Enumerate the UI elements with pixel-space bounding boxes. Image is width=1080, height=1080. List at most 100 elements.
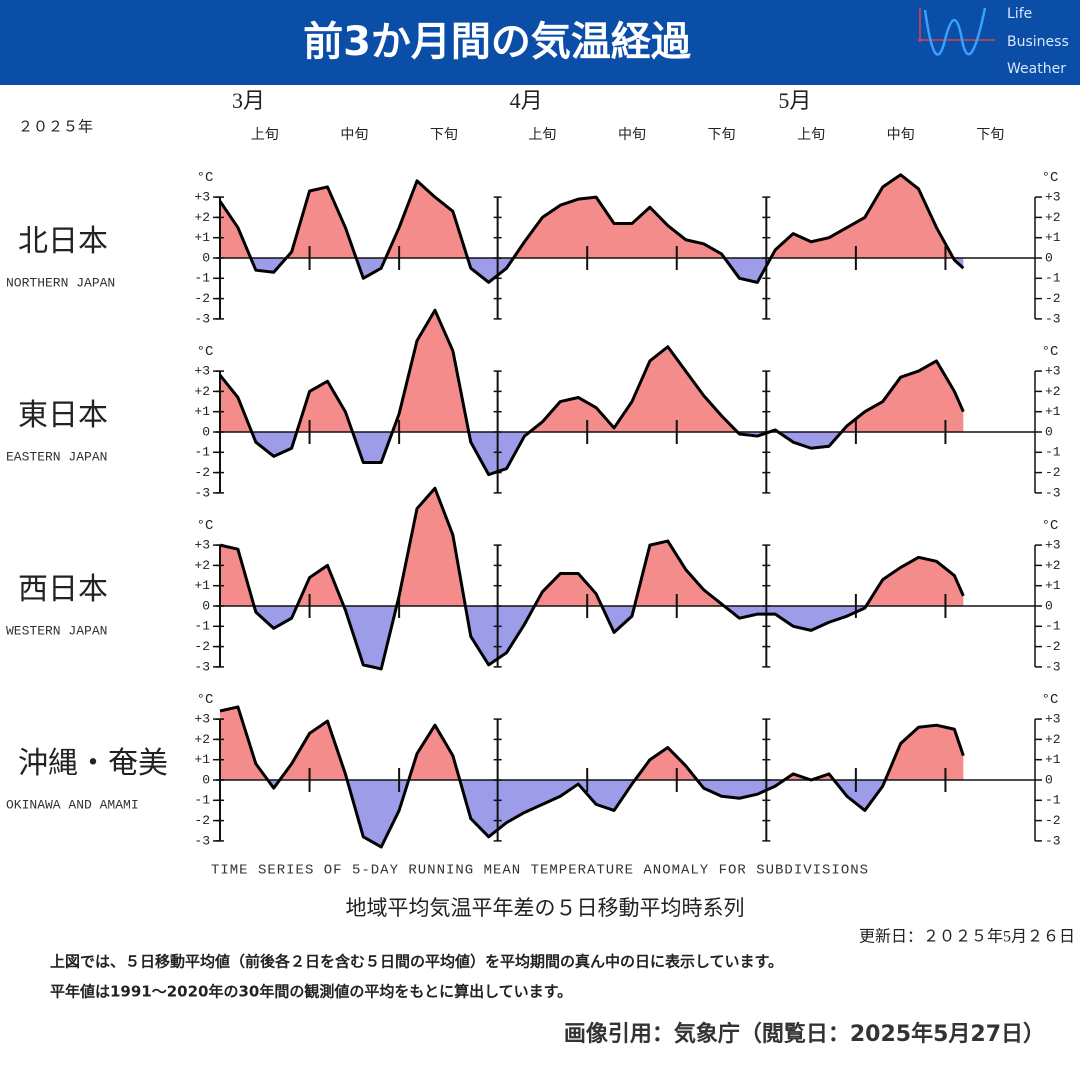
month-label: 3月 [232,88,265,113]
region-name: 沖縄・奄美 [18,747,168,780]
y-tick-label: -3 [1045,485,1061,500]
y-unit: °C [1042,344,1059,360]
y-unit: °C [197,518,214,534]
y-tick-label: +1 [1045,404,1061,419]
series-line [218,308,965,477]
note: 平年値は1991～2020年の30年間の観測値の平均をもとに算出しています。 [50,983,572,1001]
note: 上図では、５日移動平均値（前後各２日を含む５日間の平均値）を平均期間の真ん中の日… [50,953,783,971]
series-line [219,486,965,671]
y-tick-label: +3 [194,712,210,727]
region-name-en: WESTERN JAPAN [6,623,107,638]
y-tick-label: +2 [1045,384,1061,399]
caption-en: TIME SERIES OF 5-DAY RUNNING MEAN TEMPER… [211,863,869,879]
y-tick-label: +2 [194,558,210,573]
area-positive [220,488,964,606]
series-line [218,173,965,284]
page-title: 前3か月間の気温経過 [303,19,692,65]
month-label: 5月 [778,88,811,113]
y-tick-label: +3 [1045,712,1061,727]
year-label: ２０２５年 [18,118,93,135]
y-tick-label: -3 [194,659,210,674]
y-tick-label: 0 [1045,772,1053,787]
y-tick-label: +2 [194,732,210,747]
y-tick-label: 0 [1045,598,1053,613]
y-tick-label: +2 [194,384,210,399]
y-tick-label: +3 [1045,364,1061,379]
period-label: 上旬 [251,127,279,143]
region-name: 北日本 [18,225,108,258]
period-label: 中旬 [340,127,368,143]
y-tick-label: -1 [1045,445,1061,460]
region-name-en: OKINAWA AND AMAMI [6,797,139,812]
y-tick-label: -3 [194,833,210,848]
y-tick-label: +1 [1045,752,1061,767]
region-name-en: EASTERN JAPAN [6,449,107,464]
period-label: 下旬 [430,127,458,143]
y-tick-label: -3 [1045,833,1061,848]
y-tick-label: +2 [194,210,210,225]
period-label: 上旬 [797,127,825,143]
y-unit: °C [1042,170,1059,186]
y-tick-label: -1 [1045,793,1061,808]
y-tick-label: -2 [194,813,210,828]
y-tick-label: -1 [194,445,210,460]
logo: Life Business Weather [918,6,1069,77]
y-tick-label: +2 [1045,558,1061,573]
y-tick-label: 0 [202,250,210,265]
y-tick-label: -3 [194,485,210,500]
y-tick-label: 0 [202,424,210,439]
y-tick-label: +3 [1045,538,1061,553]
y-tick-label: -3 [1045,659,1061,674]
y-tick-label: -3 [1045,311,1061,326]
y-tick-label: 0 [202,598,210,613]
region-name-en: NORTHERN JAPAN [6,275,115,290]
y-tick-label: 0 [1045,250,1053,265]
y-tick-label: +3 [1045,190,1061,205]
header-band [0,0,1080,85]
y-unit: °C [1042,518,1059,534]
y-tick-label: -2 [1045,291,1061,306]
y-tick-label: -2 [194,465,210,480]
y-unit: °C [197,692,214,708]
y-tick-label: +3 [194,190,210,205]
y-tick-label: -2 [1045,465,1061,480]
area-positive [220,174,964,258]
y-tick-label: -1 [1045,271,1061,286]
y-tick-label: 0 [1045,424,1053,439]
y-tick-label: -2 [1045,639,1061,654]
period-label: 上旬 [528,127,556,143]
month-label: 4月 [510,88,543,113]
y-tick-label: -1 [194,271,210,286]
y-tick-label: -2 [194,291,210,306]
period-label: 下旬 [976,127,1004,143]
y-tick-label: -1 [1045,619,1061,634]
period-label: 中旬 [618,127,646,143]
y-tick-label: -1 [194,793,210,808]
area-positive [220,706,964,780]
y-tick-label: +1 [194,752,210,767]
y-tick-label: -2 [1045,813,1061,828]
updated: 更新日：２０２５年5月２６日 [859,928,1075,946]
area-negative [220,780,964,847]
logo-wave [923,7,987,56]
y-unit: °C [197,344,214,360]
y-tick-label: 0 [202,772,210,787]
y-tick-label: +1 [1045,230,1061,245]
y-unit: °C [197,170,214,186]
series-line [219,705,965,849]
region-name: 東日本 [18,399,108,432]
y-tick-label: -3 [194,311,210,326]
y-tick-label: +1 [194,404,210,419]
y-tick-label: +1 [1045,578,1061,593]
source: 画像引用：気象庁（閲覧日：2025年5月27日） [564,1021,1045,1047]
y-tick-label: -2 [194,639,210,654]
logo-text: Business [1007,34,1069,50]
caption-ja: 地域平均気温平年差の５日移動平均時系列 [346,896,745,920]
period-label: 中旬 [887,127,915,143]
logo-text: Weather [1007,61,1066,77]
y-tick-label: -1 [194,619,210,634]
region-name: 西日本 [18,573,108,606]
area-positive [220,310,964,432]
y-tick-label: +1 [194,578,210,593]
y-tick-label: +1 [194,230,210,245]
